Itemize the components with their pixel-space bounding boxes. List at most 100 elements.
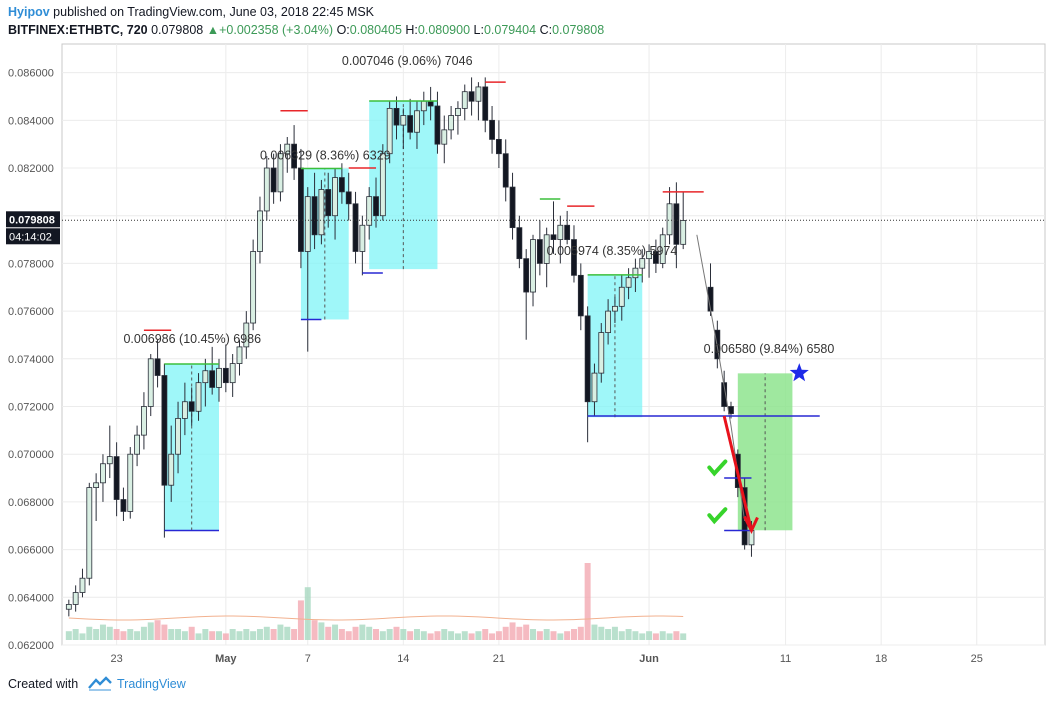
candle-body: [489, 119, 495, 140]
tradingview-link[interactable]: TradingView: [117, 677, 186, 691]
volume-bar: [113, 629, 120, 640]
candle-body: [646, 251, 652, 260]
x-tick-label: 21: [493, 653, 505, 665]
candle-body: [127, 453, 134, 512]
price-chart[interactable]: 0.0860000.0840000.0820000.0800000.078000…: [0, 0, 1053, 666]
y-tick-label: 0.084000: [8, 115, 54, 127]
candle-body: [106, 456, 113, 465]
candle-body: [680, 220, 687, 245]
publish-line: Hyipov published on TradingView.com, Jun…: [8, 5, 374, 19]
volume-bar: [181, 631, 188, 640]
volume-bar: [523, 624, 530, 640]
current-price-tag: [6, 211, 60, 228]
price-change: +0.002358 (+3.04%): [219, 23, 334, 37]
candle-body: [550, 234, 557, 240]
footer: Created with TradingView: [0, 666, 1053, 702]
measure-label: 0.006329 (8.36%) 6329: [260, 149, 391, 163]
symbol-label: BITFINEX:ETHBTC, 720: [8, 23, 148, 37]
author-name[interactable]: Hyipov: [8, 5, 50, 19]
current-price-label: 0.079808: [9, 214, 55, 226]
candle-body: [209, 370, 216, 388]
volume-ma-line: [68, 615, 684, 621]
volume-bar: [543, 629, 550, 640]
volume-bar: [393, 626, 400, 640]
candle-body: [400, 115, 407, 126]
arrow-head-icon: [743, 515, 759, 534]
star-icon: [789, 363, 809, 382]
candle-body: [407, 115, 414, 133]
volume-bar: [99, 624, 106, 640]
candle-body: [352, 203, 359, 252]
high-label: H:: [405, 23, 418, 37]
candle-body: [181, 401, 188, 419]
volume-bar: [502, 626, 509, 640]
volume-bar: [570, 629, 577, 640]
volume-bar: [468, 633, 475, 640]
candle-body: [304, 196, 311, 252]
candle-body: [516, 227, 523, 260]
volume-bar: [304, 587, 311, 640]
candle-body: [379, 153, 386, 217]
candle-body: [475, 86, 482, 102]
candle-body: [147, 358, 154, 407]
candle-body: [154, 358, 161, 376]
candle-body: [666, 203, 673, 236]
tradingview-logo-icon[interactable]: [88, 675, 112, 691]
volume-bar: [618, 631, 625, 640]
check-icon: [707, 459, 728, 477]
volume-bar: [291, 629, 298, 640]
candle-body: [591, 372, 598, 403]
candle-body: [291, 143, 297, 169]
candle-body: [605, 310, 612, 333]
volume-bar: [386, 629, 393, 640]
candle-body: [202, 370, 209, 384]
candle-body: [257, 210, 263, 252]
candle-body: [175, 418, 181, 455]
volume-bar: [461, 631, 468, 640]
y-tick-label: 0.076000: [8, 306, 54, 318]
candle-body: [652, 251, 659, 264]
volume-bar: [454, 633, 461, 640]
candle-body: [434, 105, 441, 145]
candle-body: [134, 434, 140, 455]
candle-body: [366, 196, 373, 226]
volume-bar: [311, 620, 318, 640]
candle-body: [598, 332, 605, 374]
candle-body: [509, 186, 516, 229]
countdown-label: 04:14:02: [9, 231, 52, 243]
volume-bar: [229, 629, 236, 640]
candle-body: [612, 305, 618, 312]
candle-body: [318, 189, 325, 236]
candle-body: [455, 107, 461, 116]
volume-bar: [284, 626, 291, 640]
candle-body: [584, 315, 591, 403]
volume-bar: [140, 626, 147, 640]
candle-body: [311, 196, 318, 236]
candle-body: [86, 487, 93, 579]
volume-bar: [420, 631, 427, 640]
volume-bar: [216, 631, 223, 640]
volume-bar: [577, 626, 584, 640]
volume-bar: [482, 629, 489, 640]
candle-body: [325, 189, 332, 217]
volume-bar: [646, 631, 653, 640]
published-text: published on TradingView.com, June 03, 2…: [53, 5, 374, 19]
volume-bar: [250, 631, 257, 640]
low-label: L:: [473, 23, 484, 37]
x-tick-label: 25: [971, 653, 983, 665]
y-tick-label: 0.078000: [8, 258, 54, 270]
y-tick-label: 0.070000: [8, 449, 54, 461]
volume-bar: [127, 629, 134, 640]
candle-body: [216, 367, 222, 388]
candle-body: [618, 286, 625, 307]
open-label: O:: [336, 23, 350, 37]
candle-body: [161, 375, 168, 486]
candle-body: [359, 224, 366, 252]
volume-bar: [332, 624, 339, 640]
candle-body: [65, 604, 72, 610]
volume-bar: [516, 626, 523, 640]
chart-header: Hyipov published on TradingView.com, Jun…: [0, 0, 1053, 44]
volume-bar: [489, 633, 496, 640]
volume-bar: [256, 629, 263, 640]
volume-bar: [611, 626, 618, 640]
